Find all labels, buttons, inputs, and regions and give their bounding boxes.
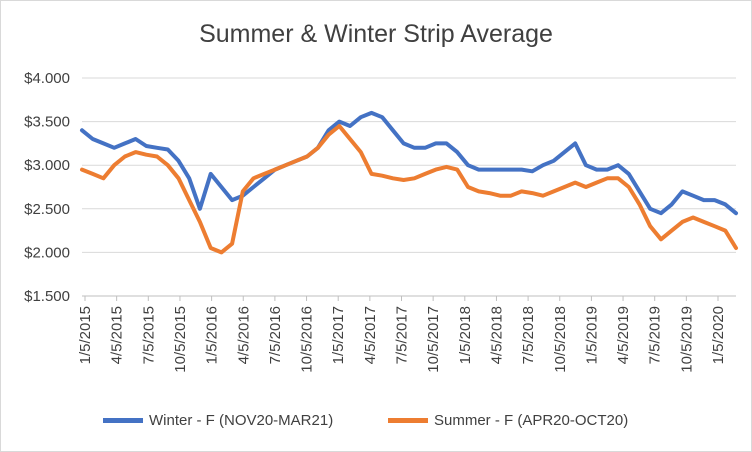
x-tick-label: 1/5/2015 (77, 306, 94, 364)
legend-item-summer: Summer - F (APR20-OCT20) (388, 412, 628, 429)
legend-item-winter: Winter - F (NOV20-MAR21) (103, 412, 333, 429)
x-tick-label: 7/5/2016 (267, 306, 284, 364)
x-tick-label: 7/5/2017 (394, 306, 411, 364)
y-tick-label: $3.500 (24, 114, 70, 131)
summer-legend-swatch (388, 418, 428, 423)
x-tick-label: 7/5/2015 (140, 306, 157, 364)
x-tick-label: 1/5/2016 (204, 306, 221, 364)
winter-series-line (80, 110, 738, 216)
y-tick-label: $4.000 (24, 70, 70, 87)
x-tick-label: 1/5/2018 (457, 306, 474, 364)
x-tick-label: 7/5/2019 (647, 306, 664, 364)
x-tick-label: 1/5/2019 (583, 306, 600, 364)
chart-title: Summer & Winter Strip Average (199, 20, 553, 48)
x-tick-label: 10/5/2017 (425, 306, 442, 373)
x-tick-label: 4/5/2016 (235, 306, 252, 364)
x-tick-label: 7/5/2018 (520, 306, 537, 364)
y-tick-label: $2.000 (24, 244, 70, 261)
x-tick-label: 10/5/2015 (172, 306, 189, 373)
y-tick-label: $1.500 (24, 288, 70, 305)
x-tick-label: 4/5/2015 (109, 306, 126, 364)
x-tick-label: 10/5/2018 (552, 306, 569, 373)
y-tick-label: $3.000 (24, 157, 70, 174)
summer-series-line (80, 124, 738, 255)
x-tick-label: 1/5/2017 (330, 306, 347, 364)
y-tick-label: $2.500 (24, 201, 70, 218)
x-tick-label: 4/5/2017 (362, 306, 379, 364)
x-tick-label: 1/5/2020 (710, 306, 727, 364)
x-tick-label: 4/5/2018 (488, 306, 505, 364)
x-tick-label: 10/5/2016 (299, 306, 316, 373)
winter-legend-swatch (103, 418, 143, 423)
x-tick-label: 4/5/2019 (615, 306, 632, 364)
summer-legend-label: Summer - F (APR20-OCT20) (434, 412, 629, 429)
winter-legend-label: Winter - F (NOV20-MAR21) (149, 412, 334, 429)
x-tick-label: 10/5/2019 (678, 306, 695, 373)
